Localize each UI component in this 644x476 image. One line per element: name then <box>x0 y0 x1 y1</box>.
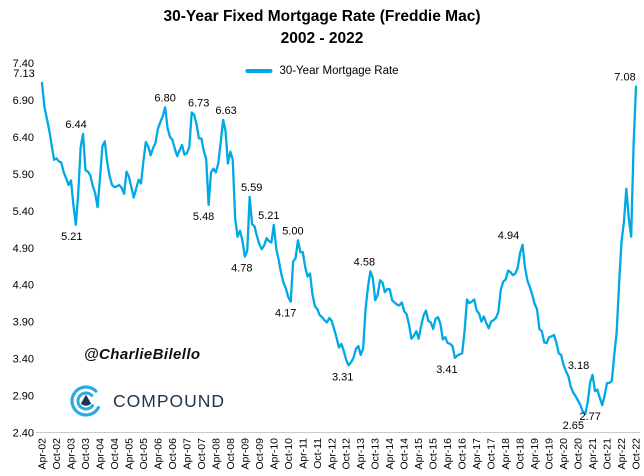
y-tick-label: 3.40 <box>13 354 34 366</box>
data-point-label: 6.73 <box>188 98 209 110</box>
x-tick-label: Apr-06 <box>152 438 164 470</box>
data-point-label: 3.31 <box>332 371 353 383</box>
x-tick-label: Oct-21 <box>602 438 614 470</box>
x-tick-label: Oct-07 <box>196 438 208 470</box>
x-tick-label: Oct-17 <box>486 438 498 470</box>
y-tick-label: 4.90 <box>13 243 34 255</box>
x-tick-label: Apr-10 <box>268 438 280 470</box>
data-point-label: 5.00 <box>282 225 303 237</box>
x-tick-label: Apr-18 <box>500 438 512 470</box>
data-point-label: 2.65 <box>563 420 584 432</box>
x-tick-label: Apr-16 <box>442 438 454 470</box>
x-tick-label: Apr-09 <box>239 438 251 470</box>
data-point-label: 4.78 <box>231 263 252 275</box>
logo-arc <box>70 385 102 417</box>
x-tick-label: Apr-05 <box>123 438 135 470</box>
data-point-label: 3.41 <box>436 364 457 376</box>
y-tick-label: 5.90 <box>13 169 34 181</box>
legend-line-swatch <box>245 69 273 73</box>
x-tick-label: Oct-12 <box>341 438 353 470</box>
y-tick-label: 2.40 <box>13 428 34 440</box>
x-tick-label: Oct-14 <box>399 438 411 470</box>
x-tick-label: Apr-02 <box>37 438 49 470</box>
compound-logo: COMPOUND <box>68 383 225 419</box>
data-point-label: 7.13 <box>13 68 34 80</box>
legend-label: 30-Year Mortgage Rate <box>279 65 399 77</box>
x-tick-label: Oct-09 <box>254 438 266 470</box>
y-tick-label: 7.40 <box>13 58 34 70</box>
logo-mark <box>81 395 91 406</box>
compound-logo-text: COMPOUND <box>113 390 226 411</box>
data-point-label: 4.17 <box>275 308 296 320</box>
data-point-label: 5.59 <box>241 182 262 194</box>
x-tick-label: Oct-05 <box>138 438 150 470</box>
mortgage-rate-line <box>40 81 638 416</box>
chart-title-line1: 30-Year Fixed Mortgage Rate (Freddie Mac… <box>163 8 481 25</box>
y-tick-label: 5.40 <box>13 206 34 218</box>
x-tick-label: Apr-17 <box>471 438 483 470</box>
y-tick-label: 3.90 <box>13 317 34 329</box>
logo-arc <box>76 391 96 411</box>
x-tick-label: Apr-19 <box>529 438 541 470</box>
x-tick-label: Apr-07 <box>181 438 193 470</box>
y-tick-label: 2.90 <box>13 391 34 403</box>
x-tick-label: Apr-03 <box>65 438 77 470</box>
x-tick-label: Oct-22 <box>631 438 643 470</box>
y-tick-label: 4.40 <box>13 280 34 292</box>
x-tick-label: Apr-13 <box>355 438 367 470</box>
watermark-handle: @CharlieBilello <box>84 346 201 363</box>
x-tick-label: Oct-08 <box>225 438 237 470</box>
data-point-label: 5.21 <box>61 231 82 243</box>
data-point-label: 6.63 <box>215 105 236 117</box>
compound-logo-icon <box>70 385 102 417</box>
x-tick-label: Oct-04 <box>109 438 121 470</box>
chart-title-line2: 2002 - 2022 <box>280 30 364 47</box>
chart-title: 30-Year Fixed Mortgage Rate (Freddie Mac… <box>0 6 644 50</box>
y-tick-label: 6.40 <box>13 132 34 144</box>
x-tick-label: Apr-14 <box>384 438 396 470</box>
data-point-label: 7.08 <box>614 72 635 84</box>
x-tick-label: Apr-20 <box>558 438 570 470</box>
x-tick-label: Apr-04 <box>94 438 106 470</box>
data-point-label: 6.80 <box>154 92 175 104</box>
x-tick-label: Apr-22 <box>616 438 628 470</box>
y-tick-label: 6.90 <box>13 95 34 107</box>
data-point-label: 3.18 <box>568 360 589 372</box>
data-point-label: 4.58 <box>354 256 375 268</box>
x-tick-label: Oct-20 <box>573 438 585 470</box>
x-tick-label: Apr-12 <box>326 438 338 470</box>
data-point-label: 2.77 <box>579 411 600 423</box>
data-point-label: 6.44 <box>65 119 86 131</box>
x-tick-label: Apr-08 <box>210 438 222 470</box>
x-tick-label: Oct-16 <box>457 438 469 470</box>
x-tick-label: Oct-15 <box>428 438 440 470</box>
x-tick-label: Oct-13 <box>370 438 382 470</box>
data-point-label: 5.48 <box>193 211 214 223</box>
x-tick-label: Oct-10 <box>283 438 295 470</box>
data-point-label: 4.94 <box>498 230 519 242</box>
x-tick-label: Apr-15 <box>413 438 425 470</box>
x-tick-label: Oct-18 <box>515 438 527 470</box>
x-tick-label: Apr-21 <box>587 438 599 470</box>
legend: 30-Year Mortgage Rate <box>245 65 399 77</box>
x-tick-label: Oct-03 <box>80 438 92 470</box>
x-tick-label: Oct-06 <box>167 438 179 470</box>
x-tick-label: Oct-11 <box>312 438 324 469</box>
x-tick-label: Oct-19 <box>544 438 556 470</box>
x-tick-label: Oct-02 <box>51 438 63 470</box>
data-point-label: 5.21 <box>258 210 279 222</box>
x-tick-label: Apr-11 <box>297 438 309 469</box>
